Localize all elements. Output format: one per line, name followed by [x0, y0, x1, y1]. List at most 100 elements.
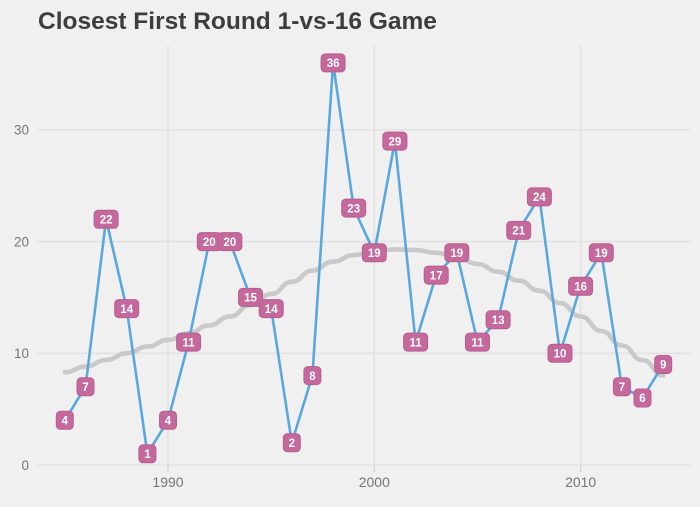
data-point-label-box — [76, 377, 95, 397]
data-point-label-text: 7 — [619, 382, 625, 394]
y-tick-label: 20 — [14, 234, 29, 249]
data-point-label-text: 24 — [533, 192, 546, 204]
data-point-label-box — [506, 220, 532, 240]
data-point-label: 1 — [138, 444, 157, 464]
data-point-label: 29 — [382, 131, 408, 151]
data-point-label: 19 — [588, 243, 614, 263]
data-point-label-text: 20 — [224, 237, 237, 249]
data-point-label-box — [217, 232, 243, 252]
data-point-label: 9 — [654, 355, 673, 374]
data-point-label: 24 — [526, 187, 552, 207]
data-point-label-box — [612, 377, 631, 397]
data-point-label-text: 9 — [660, 360, 666, 372]
data-point-label: 19 — [361, 243, 387, 263]
data-point-label-text: 10 — [554, 349, 567, 361]
data-point-label-text: 36 — [327, 58, 340, 70]
data-point-label: 17 — [423, 265, 449, 285]
data-point-label-text: 21 — [512, 226, 525, 238]
data-point-label-text: 7 — [82, 382, 88, 394]
data-point-label-box — [176, 332, 202, 352]
y-tick-label: 30 — [14, 123, 29, 138]
data-point-label-text: 4 — [165, 416, 172, 428]
data-point-label: 19 — [444, 243, 470, 263]
data-point-label-box — [159, 410, 177, 430]
data-point-label: 7 — [76, 377, 95, 397]
data-point-label-text: 11 — [471, 337, 484, 349]
data-point-label-text: 19 — [368, 248, 381, 260]
data-point-label: 15 — [238, 287, 263, 307]
data-point-label-text: 29 — [389, 136, 402, 148]
x-tick-label: 2000 — [359, 474, 390, 490]
data-point-label-text: 11 — [183, 337, 196, 349]
data-point-label-text: 4 — [62, 416, 69, 428]
data-point-label-box — [654, 355, 673, 374]
data-point-label-box — [485, 310, 511, 330]
data-point-label: 2 — [282, 433, 301, 453]
data-point-label-text: 8 — [309, 371, 316, 383]
x-tick-label: 1990 — [152, 474, 183, 490]
data-point-label: 4 — [55, 410, 74, 430]
data-point-label: 8 — [303, 366, 322, 386]
data-point-label: 6 — [633, 388, 652, 408]
data-point-label-box — [320, 53, 346, 73]
x-tick-marks — [167, 465, 582, 472]
data-point-label-text: 23 — [347, 203, 360, 215]
y-tick-label: 0 — [21, 458, 29, 473]
data-point-label: 14 — [114, 299, 140, 319]
data-point-label-text: 14 — [265, 304, 278, 316]
data-point-label-box — [282, 433, 301, 453]
y-axis-labels: 0 10 20 30 — [14, 123, 29, 473]
data-point-label-text: 6 — [639, 393, 645, 405]
data-point-label: 4 — [159, 410, 177, 430]
data-point-label-box — [526, 187, 552, 207]
x-axis-labels: 1990 2000 2010 — [152, 474, 596, 490]
chart-title: Closest First Round 1-vs-16 Game — [38, 8, 437, 35]
data-point-label-box — [382, 131, 408, 151]
y-tick-label: 10 — [14, 346, 29, 361]
data-point-label-box — [465, 332, 490, 352]
data-point-label-box — [444, 243, 470, 263]
data-point-label-text: 15 — [244, 293, 257, 305]
data-point-label: 22 — [93, 209, 119, 229]
data-point-label: 13 — [485, 310, 511, 330]
data-point-label: 20 — [217, 232, 243, 252]
data-point-label-box — [547, 343, 573, 363]
data-point-label-box — [55, 410, 74, 430]
data-point-label-box — [423, 265, 449, 285]
data-point-label-text: 13 — [492, 315, 505, 327]
data-point-label-text: 19 — [595, 248, 608, 260]
data-point-label-box — [303, 366, 322, 386]
data-point-label-box — [588, 243, 614, 263]
data-point-label-box — [341, 198, 367, 218]
data-point-label-box — [633, 388, 652, 408]
data-point-label-text: 17 — [430, 270, 443, 282]
data-point-label: 11 — [176, 332, 202, 352]
data-point-label: 36 — [320, 53, 346, 73]
data-point-label-text: 16 — [574, 282, 587, 294]
data-point-label: 11 — [465, 332, 490, 352]
data-point-label: 23 — [341, 198, 367, 218]
data-point-label-text: 22 — [100, 215, 113, 227]
data-point-label-text: 2 — [289, 438, 295, 450]
data-point-label-box — [93, 209, 119, 229]
data-point-label-text: 11 — [410, 337, 423, 349]
data-point-label-box — [238, 287, 263, 307]
data-point-label-text: 1 — [144, 449, 151, 461]
x-tick-label: 2010 — [565, 474, 596, 490]
data-point-label-box — [258, 299, 284, 319]
data-point-label: 20 — [196, 232, 222, 252]
data-point-label: 21 — [506, 220, 532, 240]
data-point-label: 7 — [612, 377, 631, 397]
data-point-label-text: 14 — [120, 304, 133, 316]
data-point-label: 11 — [403, 332, 429, 352]
data-point-label-box — [403, 332, 429, 352]
data-point-label: 16 — [568, 276, 594, 296]
data-point-label-box — [568, 276, 594, 296]
data-point-label: 10 — [547, 343, 573, 363]
data-point-label: 14 — [258, 299, 284, 319]
data-point-label-text: 19 — [450, 248, 463, 260]
data-point-label-text: 20 — [203, 237, 216, 249]
data-point-label-box — [361, 243, 387, 263]
data-point-label-box — [138, 444, 157, 464]
